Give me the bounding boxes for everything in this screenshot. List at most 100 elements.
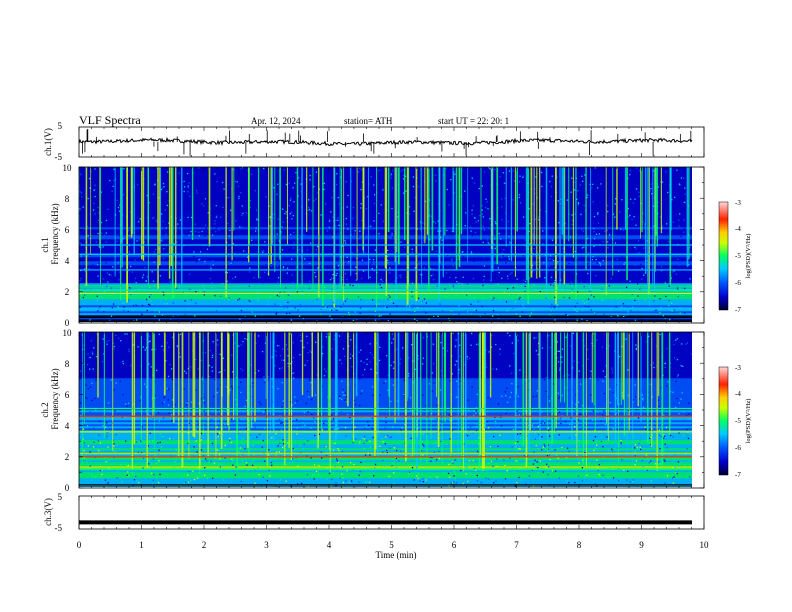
spectrogram-speckle [82, 428, 85, 430]
spectrogram-speckle [618, 195, 620, 197]
spectrogram-speckle [471, 209, 473, 211]
spectrogram-speckle [149, 462, 151, 465]
spectrogram-speckle [587, 282, 590, 285]
spectrogram-speckle [535, 444, 537, 447]
spectrogram-speckle [226, 222, 229, 225]
spectrogram-speckle [552, 233, 554, 235]
spectrogram-speckle [503, 281, 505, 283]
spectrogram-speckle [360, 207, 362, 209]
spectrogram-speckle [113, 262, 116, 264]
spectrogram-speckle [360, 203, 362, 205]
spectrogram-speckle [318, 473, 320, 476]
spectrogram-speckle [276, 294, 279, 297]
spectrogram-speckle [326, 230, 328, 232]
spectrogram-speckle [299, 353, 301, 356]
spectrogram-speckle [518, 196, 520, 199]
spectrogram-speckle [504, 478, 507, 480]
spectrogram-speckle [467, 399, 469, 401]
frequency-band [79, 474, 692, 477]
spectrogram-speckle [135, 281, 137, 284]
spectrogram-speckle [118, 347, 121, 349]
spectrogram-speckle [399, 274, 402, 276]
spectrogram-speckle [286, 312, 288, 315]
spectrogram-speckle [308, 287, 311, 290]
spectrogram-speckle [668, 299, 670, 302]
spectrogram-speckle [240, 344, 242, 346]
spectrogram-speckle [420, 450, 423, 452]
spectrogram-speckle [397, 433, 399, 435]
spectrogram-speckle [652, 446, 655, 449]
spectrogram-speckle [338, 203, 340, 205]
spectrogram-speckle [611, 405, 614, 408]
spectrogram-speckle [162, 294, 165, 296]
spectrogram-speckle [616, 314, 618, 317]
spectrogram-speckle [518, 360, 521, 363]
spectrogram-speckle [417, 358, 420, 360]
spectrogram-speckle [473, 467, 476, 470]
spectrogram-speckle [237, 386, 239, 388]
spectrogram-speckle [652, 205, 655, 207]
spectrogram-speckle [519, 448, 521, 450]
spectrogram-speckle [355, 438, 357, 440]
spectrogram-speckle [197, 368, 199, 370]
spectrogram-speckle [454, 460, 456, 462]
spectrogram-speckle [573, 181, 575, 184]
spectrogram-speckle [253, 169, 255, 172]
ch1-ytick-bottom: -5 [55, 152, 63, 162]
spectrogram-speckle [340, 362, 343, 365]
spectrogram-speckle [292, 357, 295, 359]
spectrogram-speckle [239, 455, 242, 457]
spectrogram-speckle [82, 396, 85, 398]
spectrogram-speckle [109, 369, 112, 372]
spec1-ylabel-frequency: Frequency (kHz) [50, 203, 60, 264]
spectrogram-speckle [278, 263, 281, 265]
spectrogram-speckle [211, 366, 213, 368]
start-time-label: start UT = 22: 20: 1 [438, 116, 509, 126]
spectrogram-speckle [83, 442, 86, 444]
spectrogram-speckle [346, 470, 348, 472]
spectrogram-speckle [676, 472, 678, 475]
spectrogram-speckle [498, 284, 500, 286]
spectrogram-speckle [422, 357, 425, 359]
spectrogram-speckle [570, 345, 572, 347]
spectrogram-speckle [561, 356, 563, 358]
spectrogram-speckle [144, 458, 146, 460]
spectrogram-speckle [185, 372, 187, 374]
spectrogram-speckle [494, 221, 496, 223]
spectrogram-speckle [548, 454, 551, 456]
spectrogram-speckle [576, 310, 578, 313]
spectrogram-speckle [350, 480, 353, 482]
spectrogram-speckle [287, 355, 289, 357]
spectrogram-speckle [389, 175, 392, 177]
spectrogram-speckle [351, 421, 353, 423]
spectrogram-speckle [675, 380, 677, 383]
spectrogram-speckle [371, 186, 374, 188]
spectrogram-speckle [350, 395, 352, 397]
spectrogram-speckle [489, 445, 492, 448]
spectrogram-speckle [642, 397, 644, 400]
spectrogram-speckle [393, 274, 395, 276]
spectrogram-speckle [449, 276, 451, 279]
spectrogram-speckle [122, 394, 124, 396]
spectrogram-speckle [126, 333, 128, 335]
spectrogram-speckle [495, 368, 498, 370]
spectrogram-speckle [625, 286, 628, 288]
spectrogram-speckle [657, 366, 659, 368]
spectrogram-speckle [532, 283, 535, 286]
spectrogram-speckle [380, 354, 382, 356]
spectrogram-speckle [371, 267, 373, 270]
spectrogram-speckle [395, 457, 398, 459]
spectrogram-speckle [574, 425, 576, 428]
spectrogram-speckle [80, 277, 82, 280]
spectrogram-speckle [254, 315, 256, 317]
spectrogram-speckle [493, 482, 495, 484]
spectrogram-speckle [666, 248, 668, 250]
spectrogram-speckle [593, 238, 596, 240]
spectrogram-speckle [280, 429, 282, 431]
spectrogram-speckle [455, 276, 457, 279]
frequency-band [79, 348, 692, 351]
spectrogram-speckle [230, 399, 232, 402]
spectrogram-speckle [471, 416, 473, 418]
spectrogram-speckle [342, 481, 344, 484]
spectrogram-speckle [170, 298, 172, 300]
